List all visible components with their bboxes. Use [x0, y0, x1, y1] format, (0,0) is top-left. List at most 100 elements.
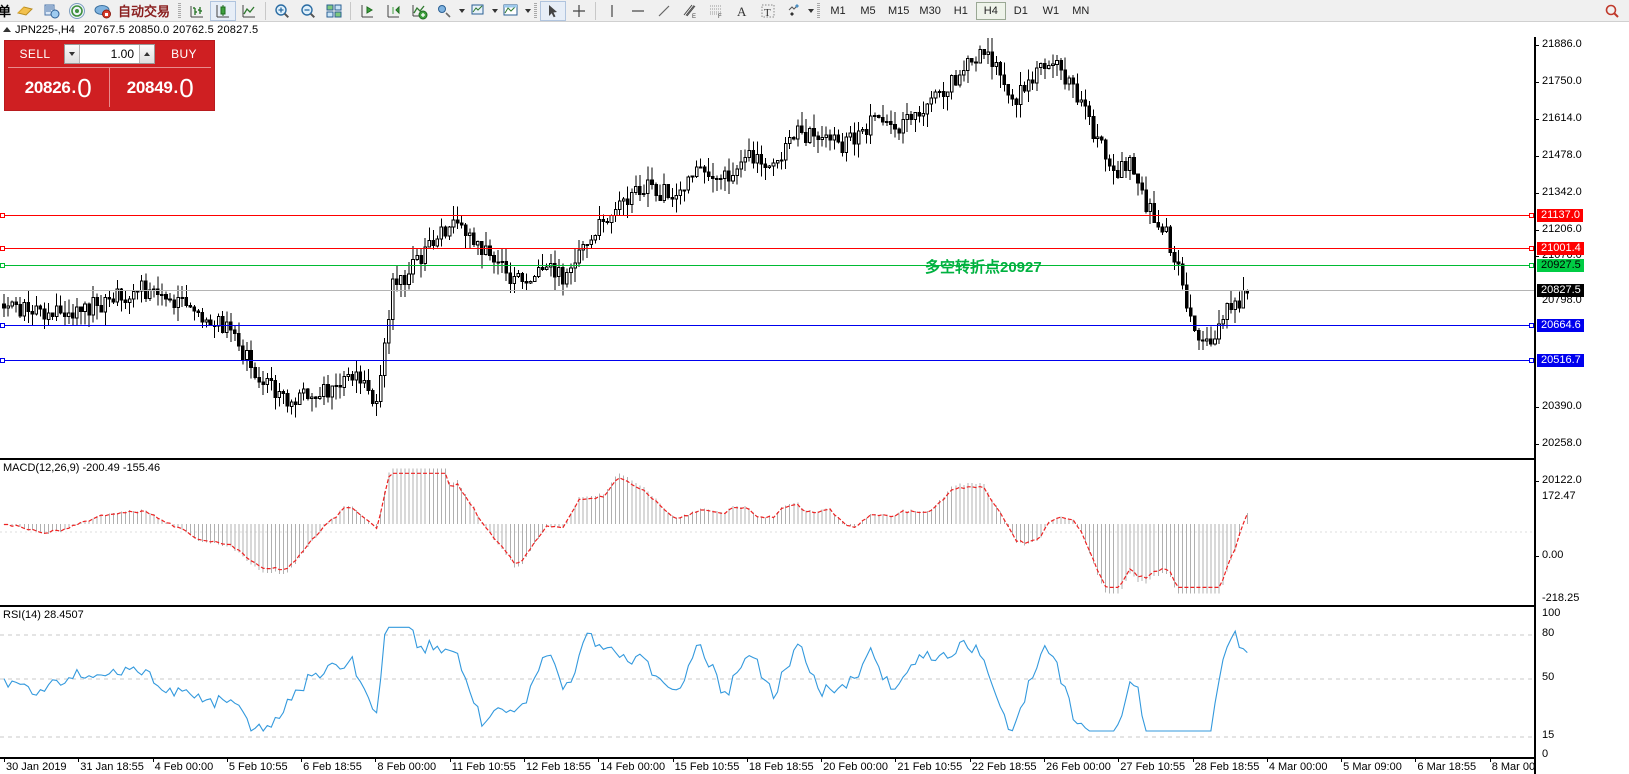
timeframe-m1[interactable]: M1: [830, 4, 846, 17]
volume-value[interactable]: 1.00: [80, 45, 139, 63]
expand-triangle-icon[interactable]: [3, 27, 11, 32]
macd-pane[interactable]: MACD(12,26,9) -200.49 -155.46: [0, 458, 1629, 605]
autotrade-icon[interactable]: [90, 1, 116, 21]
chart-area[interactable]: 多空转折点20927 MACD(12,26,9) -200.49 -155.46…: [0, 37, 1629, 774]
volume-increment-button[interactable]: [139, 45, 154, 63]
auto-scroll-icon[interactable]: [354, 1, 380, 21]
line-handle[interactable]: [0, 246, 5, 251]
price-candles: [2, 38, 1250, 418]
resistance-line-21001[interactable]: [0, 246, 1534, 251]
cursor-icon[interactable]: [540, 0, 567, 21]
timeframe-mn[interactable]: MN: [1072, 4, 1090, 17]
line-chart-icon[interactable]: [236, 1, 262, 21]
line-handle[interactable]: [0, 358, 5, 363]
templates-icon[interactable]: [465, 1, 491, 21]
time-axis-label: 28 Feb 18:55: [1194, 761, 1260, 773]
buy-price[interactable]: 20849 . 0: [109, 67, 211, 107]
publish-icon[interactable]: [12, 1, 38, 21]
line-handle[interactable]: [1529, 263, 1534, 268]
rsi-pane-canvas[interactable]: [0, 607, 1534, 757]
support-line-20664[interactable]: [0, 323, 1534, 328]
chart-shift-icon[interactable]: [380, 1, 406, 21]
sell-price[interactable]: 20826 . 0: [8, 67, 110, 107]
sell-button[interactable]: SELL: [19, 47, 51, 61]
zoom-out-icon[interactable]: [295, 1, 321, 21]
volume-stepper[interactable]: 1.00: [64, 44, 155, 64]
timeframe-h1[interactable]: H1: [953, 4, 968, 17]
buy-button[interactable]: BUY: [171, 47, 197, 61]
toolbar-grip-2[interactable]: [531, 2, 540, 20]
timeframe-m5[interactable]: M5: [860, 4, 876, 17]
bar-chart-icon[interactable]: [184, 1, 210, 21]
chart-annotation-text[interactable]: 多空转折点20927: [925, 259, 1042, 276]
support-line-20516[interactable]: [0, 358, 1534, 363]
timeframe-d1[interactable]: D1: [1013, 4, 1028, 17]
objects-dropdown-caret[interactable]: [459, 8, 466, 13]
templates-dropdown-caret[interactable]: [492, 8, 499, 13]
price-pane-canvas[interactable]: [0, 37, 1534, 458]
line-handle[interactable]: [0, 323, 5, 328]
line-handle[interactable]: [1529, 323, 1534, 328]
tile-windows-icon[interactable]: [321, 1, 347, 21]
price-tag-20516[interactable]: 20516.7: [1537, 354, 1584, 367]
trade-panel-prices: 20826 . 0 20849 . 0: [5, 67, 214, 110]
new-order-label-cut[interactable]: 单: [0, 4, 12, 19]
time-axis-label: 12 Feb 18:55: [526, 761, 591, 773]
text-label-icon[interactable]: T: [755, 1, 781, 21]
line-handle[interactable]: [1529, 246, 1534, 251]
autotrade-label[interactable]: 自动交易: [118, 4, 171, 19]
main-toolbar: 单 自动交易: [0, 0, 1629, 22]
time-axis-label: 14 Feb 00:00: [600, 761, 666, 773]
toolbar-divider: [265, 1, 267, 20]
price-tag-20927[interactable]: 20927.5: [1537, 259, 1584, 272]
shapes-dropdown-caret[interactable]: [808, 8, 815, 13]
volume-decrement-button[interactable]: [65, 45, 80, 63]
time-axis-label: 5 Feb 10:55: [228, 761, 288, 773]
price-tag-21137[interactable]: 21137.0: [1537, 209, 1583, 222]
macd-pane-canvas[interactable]: [0, 460, 1534, 605]
time-axis-label: 5 Mar 09:00: [1343, 761, 1402, 773]
price-pane[interactable]: 多空转折点20927: [0, 37, 1629, 458]
pivot-line-20927[interactable]: [0, 263, 1534, 268]
one-click-trading-panel[interactable]: SELL 1.00 BUY 20826 . 0 20849 . 0: [4, 40, 215, 111]
trendline-icon[interactable]: [651, 1, 677, 21]
time-axis-mark: [1192, 759, 1194, 762]
line-handle[interactable]: [1529, 358, 1534, 363]
objects-icon[interactable]: [432, 1, 458, 21]
horizontal-line-icon[interactable]: [625, 1, 651, 21]
price-tag-20664[interactable]: 20664.6: [1537, 319, 1584, 332]
timeframe-m30[interactable]: M30: [919, 4, 941, 17]
crosshair-icon[interactable]: [566, 1, 592, 21]
fibonacci-icon[interactable]: F: [703, 1, 729, 21]
profiles-dropdown-caret[interactable]: [525, 8, 532, 13]
time-axis-label: 30 Jan 2019: [6, 761, 67, 773]
timeframe-h4[interactable]: H4: [975, 1, 1006, 20]
indicators-icon[interactable]: [406, 1, 432, 21]
price-axis[interactable]: 21886.0 21750.0 21614.0 21478.0 21342.0 …: [1534, 37, 1629, 774]
line-handle[interactable]: [1529, 213, 1534, 218]
rsi-pane[interactable]: RSI(14) 28.4507 30 Jan 2019 31 Jan 18:55 4…: [0, 605, 1629, 774]
timeframe-m15[interactable]: M15: [888, 4, 910, 17]
timeframe-w1[interactable]: W1: [1042, 4, 1060, 17]
candlestick-chart-icon[interactable]: [210, 0, 237, 21]
vertical-line-icon[interactable]: [599, 1, 625, 21]
price-tag-21001[interactable]: 21001.4: [1537, 242, 1584, 255]
signal-icon[interactable]: [64, 1, 90, 21]
search-icon[interactable]: [1599, 1, 1625, 21]
toolbar-grip[interactable]: [175, 2, 184, 20]
line-handle[interactable]: [0, 263, 5, 268]
text-icon[interactable]: A: [729, 1, 755, 21]
equidistant-channel-icon[interactable]: E: [677, 1, 703, 21]
resistance-line-21137[interactable]: [0, 213, 1534, 218]
toolbar-grip-3[interactable]: [814, 2, 823, 20]
time-axis-mark: [524, 759, 525, 762]
line-handle[interactable]: [0, 213, 5, 218]
profiles-icon[interactable]: [498, 1, 524, 21]
time-axis-label: 8 Feb 00:00: [377, 761, 437, 773]
zoom-in-icon[interactable]: [269, 1, 295, 21]
data-window-icon[interactable]: [38, 1, 64, 21]
time-axis-mark: [152, 759, 154, 762]
price-tag-current: 20827.5: [1537, 284, 1584, 297]
time-axis-mark: [375, 759, 377, 762]
shapes-icon[interactable]: [781, 1, 807, 21]
